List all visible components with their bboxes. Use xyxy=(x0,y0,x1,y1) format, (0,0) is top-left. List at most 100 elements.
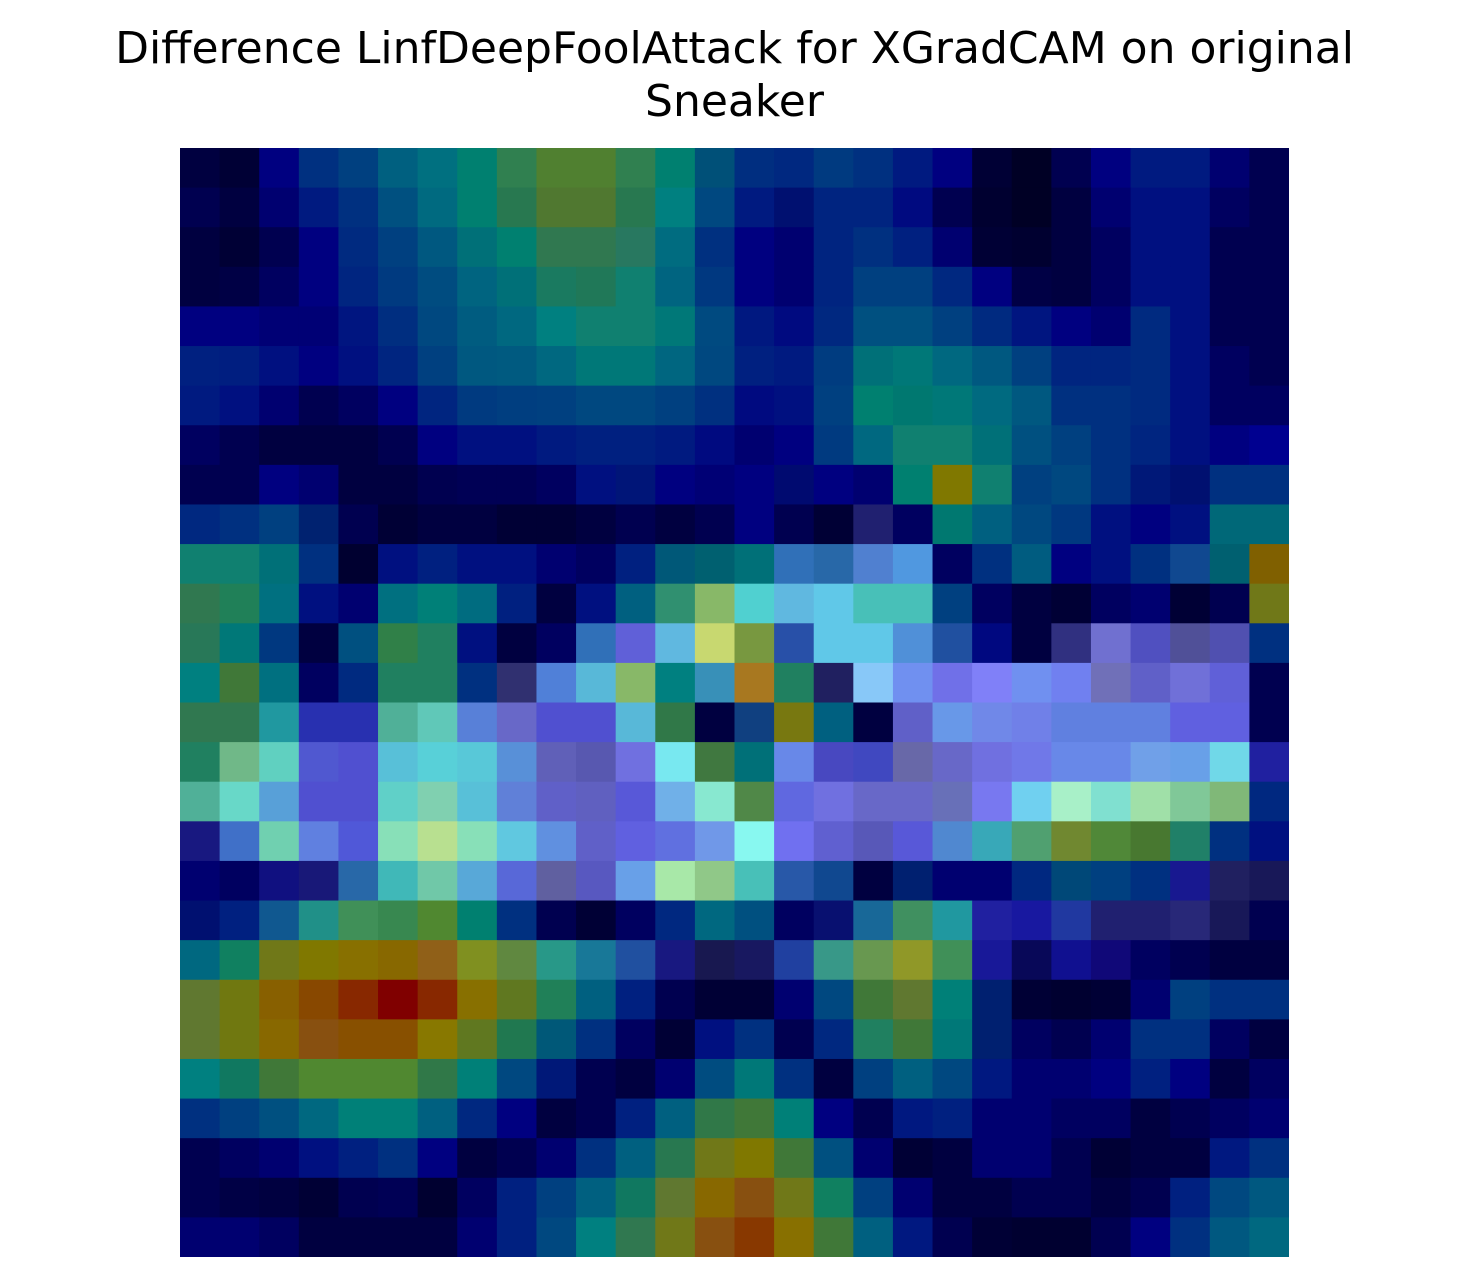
heatmap-cell-r24-c21 xyxy=(1011,1098,1052,1139)
heatmap-cell-r26-c13 xyxy=(694,1177,736,1218)
heatmap-cell-r18-c13 xyxy=(694,860,736,902)
heatmap-cell-r14-c10 xyxy=(576,702,617,743)
heatmap-cell-r12-c21 xyxy=(1011,623,1052,664)
heatmap-cell-r17-c3 xyxy=(298,821,340,862)
heatmap-cell-r23-c10 xyxy=(576,1058,617,1100)
heatmap-cell-r12-c6 xyxy=(417,623,458,664)
heatmap-cell-r2-c23 xyxy=(1090,227,1132,268)
heatmap-cell-r2-c24 xyxy=(1130,227,1171,268)
heatmap-cell-r12-c20 xyxy=(972,623,1013,664)
heatmap-cell-r22-c13 xyxy=(694,1019,736,1060)
heatmap-cell-r18-c25 xyxy=(1170,860,1211,902)
heatmap-cell-r13-c18 xyxy=(892,662,934,704)
heatmap-cell-r7-c19 xyxy=(932,425,973,466)
heatmap-cell-r10-c22 xyxy=(1051,544,1092,585)
heatmap-cell-r24-c0 xyxy=(180,1098,221,1139)
heatmap-cell-r15-c11 xyxy=(615,742,656,783)
heatmap-cell-r11-c26 xyxy=(1209,583,1250,624)
heatmap-cell-r16-c17 xyxy=(853,781,894,822)
heatmap-cell-r18-c5 xyxy=(378,860,419,902)
heatmap-cell-r6-c2 xyxy=(259,385,300,426)
heatmap-cell-r5-c25 xyxy=(1170,346,1211,387)
heatmap-cell-r23-c6 xyxy=(417,1058,458,1100)
heatmap-cell-r4-c14 xyxy=(734,306,775,347)
heatmap-cell-r7-c6 xyxy=(417,425,458,466)
heatmap-cell-r19-c10 xyxy=(576,900,617,941)
heatmap-cell-r25-c14 xyxy=(734,1138,775,1179)
heatmap-cell-r23-c3 xyxy=(298,1058,340,1100)
heatmap-cell-r8-c11 xyxy=(615,464,656,506)
heatmap-cell-r22-c24 xyxy=(1130,1019,1171,1060)
heatmap-cell-r16-c6 xyxy=(417,781,458,822)
heatmap-cell-r9-c2 xyxy=(259,504,300,545)
heatmap-cell-r16-c23 xyxy=(1090,781,1132,822)
heatmap-cell-r11-c13 xyxy=(694,583,736,624)
heatmap-cell-r1-c17 xyxy=(853,187,894,228)
heatmap-cell-r20-c7 xyxy=(457,940,498,981)
heatmap-cell-r27-c16 xyxy=(813,1217,854,1257)
heatmap-cell-r3-c8 xyxy=(496,266,538,308)
heatmap-cell-r1-c0 xyxy=(180,187,221,228)
heatmap-cell-r13-c2 xyxy=(259,662,300,704)
heatmap-cell-r26-c18 xyxy=(892,1177,934,1218)
heatmap-cell-r20-c15 xyxy=(774,940,815,981)
heatmap-cell-r21-c0 xyxy=(180,979,221,1020)
heatmap-cell-r1-c20 xyxy=(972,187,1013,228)
heatmap-cell-r22-c21 xyxy=(1011,1019,1052,1060)
heatmap-cell-r7-c24 xyxy=(1130,425,1171,466)
heatmap-cell-r22-c7 xyxy=(457,1019,498,1060)
heatmap-cell-r18-c3 xyxy=(298,860,340,902)
heatmap-cell-r15-c9 xyxy=(536,742,577,783)
heatmap-cell-r14-c9 xyxy=(536,702,577,743)
heatmap-cell-r10-c8 xyxy=(496,544,538,585)
heatmap-cell-r10-c3 xyxy=(298,544,340,585)
heatmap-cell-r2-c27 xyxy=(1249,227,1289,268)
heatmap-cell-r1-c1 xyxy=(219,187,260,228)
heatmap-cell-r7-c22 xyxy=(1051,425,1092,466)
heatmap-cell-r22-c9 xyxy=(536,1019,577,1060)
heatmap-cell-r21-c9 xyxy=(536,979,577,1020)
heatmap-cell-r12-c9 xyxy=(536,623,577,664)
heatmap-cell-r15-c10 xyxy=(576,742,617,783)
heatmap-cell-r1-c23 xyxy=(1090,187,1132,228)
heatmap-cell-r6-c4 xyxy=(338,385,379,426)
heatmap-cell-r3-c24 xyxy=(1130,266,1171,308)
heatmap-cell-r26-c26 xyxy=(1209,1177,1250,1218)
heatmap-cell-r15-c21 xyxy=(1011,742,1052,783)
heatmap-cell-r23-c20 xyxy=(972,1058,1013,1100)
heatmap-cell-r10-c10 xyxy=(576,544,617,585)
heatmap-cell-r14-c3 xyxy=(298,702,340,743)
heatmap-cell-r18-c20 xyxy=(972,860,1013,902)
heatmap-cell-r8-c23 xyxy=(1090,464,1132,506)
heatmap-cell-r17-c10 xyxy=(576,821,617,862)
heatmap-cell-r12-c2 xyxy=(259,623,300,664)
heatmap-cell-r0-c8 xyxy=(496,148,538,189)
heatmap-cell-r9-c12 xyxy=(655,504,696,545)
heatmap-cell-r5-c22 xyxy=(1051,346,1092,387)
heatmap-cell-r9-c19 xyxy=(932,504,973,545)
heatmap-cell-r19-c12 xyxy=(655,900,696,941)
heatmap-cell-r25-c3 xyxy=(298,1138,340,1179)
heatmap-cell-r23-c27 xyxy=(1249,1058,1289,1100)
heatmap-cell-r19-c16 xyxy=(813,900,854,941)
heatmap-cell-r22-c4 xyxy=(338,1019,379,1060)
heatmap-cell-r10-c7 xyxy=(457,544,498,585)
heatmap-cell-r1-c10 xyxy=(576,187,617,228)
heatmap-cell-r7-c4 xyxy=(338,425,379,466)
heatmap-cell-r20-c13 xyxy=(694,940,736,981)
heatmap-cell-r11-c9 xyxy=(536,583,577,624)
heatmap-cell-r20-c14 xyxy=(734,940,775,981)
heatmap-cell-r13-c4 xyxy=(338,662,379,704)
heatmap-cell-r24-c3 xyxy=(298,1098,340,1139)
heatmap-cell-r4-c23 xyxy=(1090,306,1132,347)
heatmap-cell-r23-c9 xyxy=(536,1058,577,1100)
heatmap-cell-r0-c23 xyxy=(1090,148,1132,189)
heatmap-cell-r19-c20 xyxy=(972,900,1013,941)
heatmap-cell-r22-c20 xyxy=(972,1019,1013,1060)
heatmap-cell-r5-c14 xyxy=(734,346,775,387)
heatmap-cell-r19-c4 xyxy=(338,900,379,941)
heatmap-cell-r17-c0 xyxy=(180,821,221,862)
heatmap-cell-r7-c13 xyxy=(694,425,736,466)
heatmap-cell-r7-c17 xyxy=(853,425,894,466)
heatmap-cell-r15-c23 xyxy=(1090,742,1132,783)
